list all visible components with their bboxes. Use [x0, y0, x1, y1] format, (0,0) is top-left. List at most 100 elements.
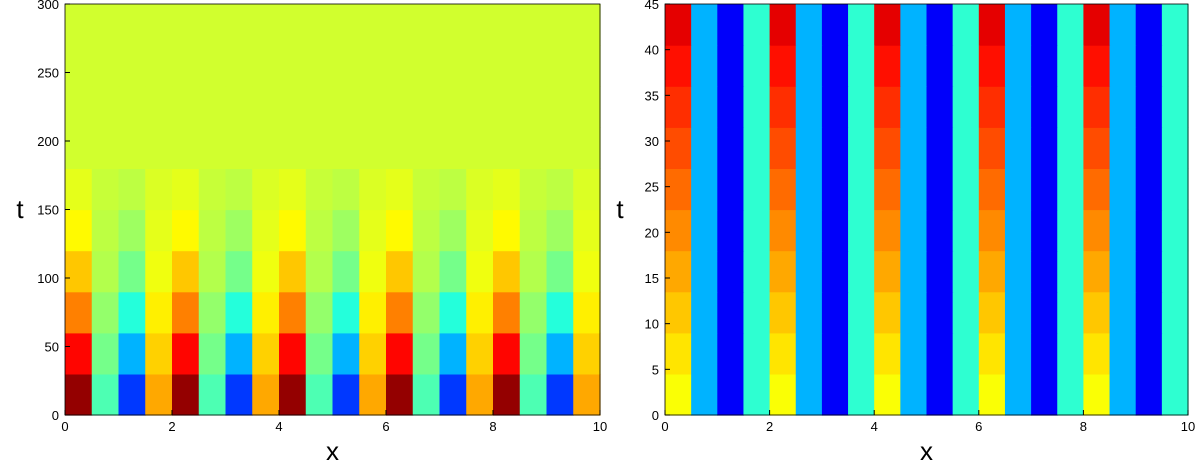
heat-cell [952, 373, 980, 416]
heat-cell [743, 4, 771, 46]
heat-cell [717, 209, 745, 252]
heat-cell [1057, 291, 1084, 334]
heat-cell [1031, 45, 1058, 87]
heat-cell [305, 250, 334, 293]
heat-cell [1161, 250, 1189, 293]
heat-cell [743, 45, 771, 87]
heat-cell [795, 86, 823, 128]
heat-cell [439, 4, 467, 46]
heat-cell [359, 373, 387, 416]
heat-cell [795, 45, 823, 87]
x-tick-label: 2 [766, 419, 773, 434]
heat-cell [978, 168, 1006, 211]
heat-cell [1057, 45, 1084, 87]
heat-cell [305, 127, 334, 169]
heat-cell [900, 209, 928, 252]
heat-cell [91, 291, 120, 334]
heat-cell [279, 4, 307, 46]
heat-cell [65, 209, 93, 252]
y-tick-label: 200 [37, 134, 59, 149]
heat-cell [466, 45, 494, 87]
heat-cell [691, 209, 718, 252]
heat-cell [466, 168, 494, 211]
heat-cell [332, 127, 360, 169]
heat-cell [359, 332, 387, 375]
y-tick-label: 10 [645, 317, 659, 332]
heat-cell [466, 86, 494, 128]
heat-cell [795, 332, 823, 375]
heat-cell [717, 373, 745, 416]
heat-cell [172, 209, 200, 252]
heat-cell [978, 373, 1006, 416]
heat-cell [332, 250, 360, 293]
heat-cell [717, 332, 745, 375]
heat-cell [1004, 250, 1032, 293]
heat-cell [1109, 127, 1137, 169]
heat-cell [466, 209, 494, 252]
heat-cell [305, 291, 334, 334]
heat-cell [466, 373, 494, 416]
heat-cell [172, 45, 200, 87]
heat-cell [743, 209, 771, 252]
heat-cell [198, 291, 227, 334]
heat-cell [145, 291, 173, 334]
heat-cell [279, 250, 307, 293]
x-tick-label: 4 [871, 419, 878, 434]
heat-cell [1161, 291, 1189, 334]
heat-cell [466, 250, 494, 293]
heat-cell [412, 127, 441, 169]
heat-cell [926, 168, 954, 211]
heat-cell [65, 250, 93, 293]
x-tick-label: 10 [1181, 419, 1195, 434]
heat-cell [225, 373, 253, 416]
heat-cell [172, 332, 200, 375]
heat-cell [848, 4, 875, 46]
heat-cell [848, 332, 875, 375]
heat-cell [305, 168, 334, 211]
heat-cell [145, 45, 173, 87]
heat-cell [279, 209, 307, 252]
y-tick-label: 35 [645, 88, 659, 103]
heat-cell [145, 332, 173, 375]
heat-cell [691, 86, 718, 128]
heat-cell [91, 332, 120, 375]
heat-cell [252, 86, 280, 128]
heat-cell [821, 209, 849, 252]
heat-cell [519, 45, 548, 87]
heat-cell [225, 168, 253, 211]
heat-cell [743, 291, 771, 334]
y-tick-label: 100 [37, 271, 59, 286]
heat-cell [145, 373, 173, 416]
y-tick-label: 50 [45, 340, 59, 355]
heat-cell [332, 45, 360, 87]
heat-cell [795, 127, 823, 169]
heat-cell [332, 209, 360, 252]
heat-cell [546, 168, 574, 211]
heat-cell [821, 127, 849, 169]
heat-cell [412, 168, 441, 211]
heat-cell [91, 45, 120, 87]
heat-cell [332, 168, 360, 211]
heat-cell [665, 332, 692, 375]
heat-cell [821, 45, 849, 87]
heat-cell [1031, 209, 1058, 252]
heat-cell [118, 127, 146, 169]
heat-cell [386, 168, 414, 211]
heat-cell [439, 209, 467, 252]
heat-cell [1109, 168, 1137, 211]
heat-cell [573, 4, 601, 46]
heat-cell [1004, 127, 1032, 169]
heat-cell [91, 86, 120, 128]
heat-cell [573, 127, 601, 169]
heat-cell [874, 45, 901, 87]
heat-cell [493, 291, 521, 334]
heat-cell [493, 127, 521, 169]
heat-cell [874, 209, 901, 252]
heat-cell [978, 45, 1006, 87]
heat-cell [118, 291, 146, 334]
heat-cell [1083, 373, 1111, 416]
x-tick-label: 6 [382, 419, 389, 434]
heat-cell [926, 332, 954, 375]
heat-cell [717, 4, 745, 46]
heat-cell [172, 127, 200, 169]
